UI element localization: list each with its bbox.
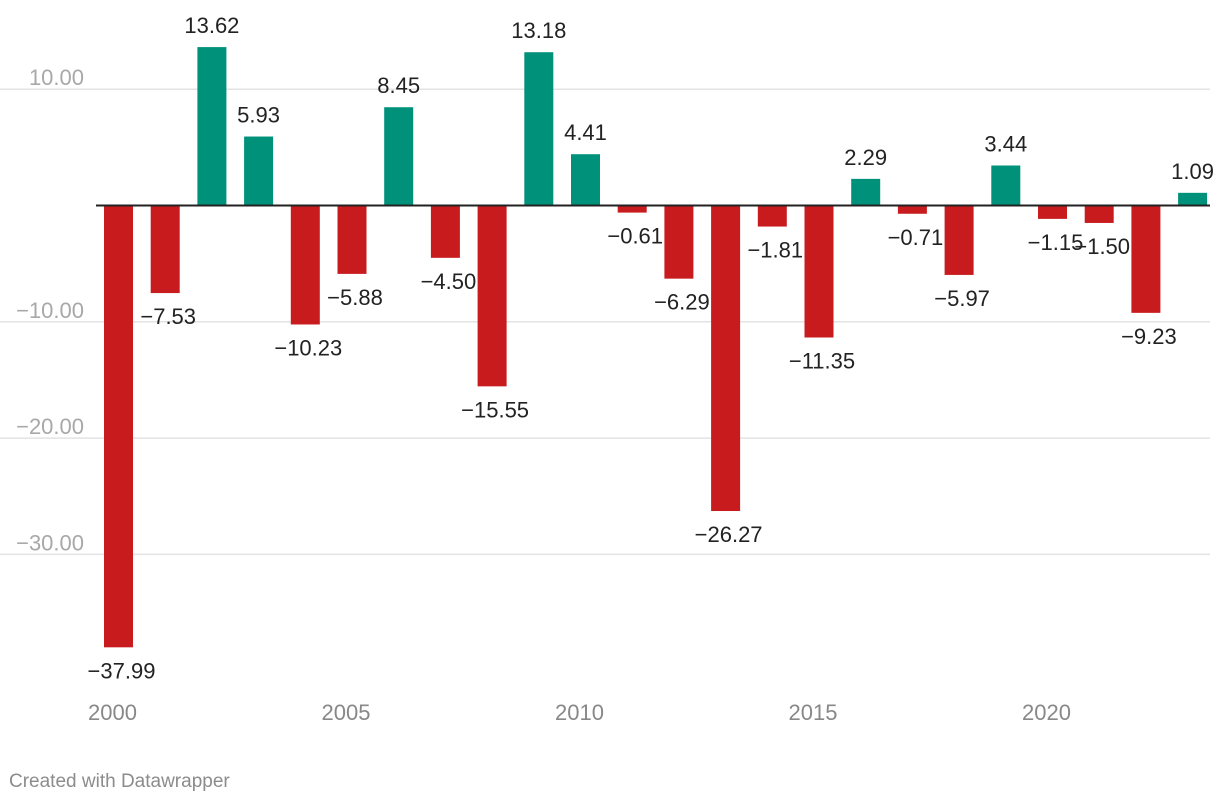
x-tick-label: 2015 bbox=[789, 700, 838, 725]
gridlines bbox=[0, 88, 1210, 556]
data-label-2008: −15.55 bbox=[461, 397, 529, 422]
data-label-2017: −0.71 bbox=[888, 225, 944, 250]
data-label-2009: 13.18 bbox=[511, 18, 566, 43]
data-label-2014: −1.81 bbox=[747, 238, 803, 263]
bar-2009 bbox=[524, 52, 554, 206]
bar-2013 bbox=[711, 205, 741, 512]
y-tick-label: −30.00 bbox=[16, 530, 84, 555]
y-tick-label: −10.00 bbox=[16, 298, 84, 323]
bar-2003 bbox=[244, 136, 274, 206]
data-label-2005: −5.88 bbox=[327, 285, 383, 310]
data-label-2007: −4.50 bbox=[421, 269, 477, 294]
bar-2001 bbox=[150, 205, 180, 294]
y-tick-label: −20.00 bbox=[16, 414, 84, 439]
data-label-2016: 2.29 bbox=[844, 145, 887, 170]
data-label-2015: −11.35 bbox=[789, 349, 855, 374]
x-tick-label: 2020 bbox=[1022, 700, 1071, 725]
bar-2018 bbox=[944, 205, 974, 275]
data-label-2023: 1.09 bbox=[1171, 159, 1214, 184]
data-label-2002: 13.62 bbox=[184, 13, 239, 38]
data-label-2011: −0.61 bbox=[607, 224, 663, 249]
bar-2004 bbox=[290, 205, 320, 325]
data-label-2004: −10.23 bbox=[274, 335, 342, 360]
data-label-2000: −37.99 bbox=[88, 658, 156, 683]
bar-2000 bbox=[104, 205, 133, 648]
credit-text: Created with Datawrapper bbox=[9, 771, 230, 792]
data-label-2021: −1.50 bbox=[1074, 234, 1130, 259]
bar-2011 bbox=[617, 205, 647, 213]
data-label-2012: −6.29 bbox=[654, 290, 710, 315]
bar-2020 bbox=[1038, 205, 1067, 219]
data-label-2010: 4.41 bbox=[564, 120, 607, 145]
bar-2015 bbox=[804, 205, 834, 338]
data-label-2018: −5.97 bbox=[934, 286, 990, 311]
y-tick-label: 10.00 bbox=[29, 65, 84, 90]
data-label-2019: 3.44 bbox=[984, 131, 1027, 156]
data-label-2020: −1.15 bbox=[1028, 230, 1084, 255]
data-labels: −37.99 −7.53 13.62 5.93 −10.23 −5.88 8.45 −4.50… bbox=[88, 13, 1214, 683]
y-axis-ticks: 10.00 −10.00 −20.00 −30.00 bbox=[16, 65, 84, 555]
bar-2017 bbox=[897, 205, 927, 214]
bar-2008 bbox=[477, 205, 507, 387]
data-label-2022: −9.23 bbox=[1121, 324, 1177, 349]
bar-2005 bbox=[337, 205, 367, 274]
bar-2010 bbox=[571, 154, 600, 206]
data-label-2006: 8.45 bbox=[377, 73, 420, 98]
bar-2021 bbox=[1084, 205, 1114, 223]
x-axis-ticks: 2000 2005 2010 2015 2020 bbox=[88, 700, 1071, 725]
bar-2022 bbox=[1131, 205, 1161, 313]
x-tick-label: 2010 bbox=[555, 700, 604, 725]
bars bbox=[104, 47, 1208, 648]
bar-2016 bbox=[851, 178, 881, 206]
bar-2006 bbox=[384, 107, 414, 206]
bar-2002 bbox=[197, 47, 227, 206]
bar-2014 bbox=[757, 205, 787, 227]
bar-2019 bbox=[991, 165, 1021, 206]
x-tick-label: 2000 bbox=[88, 700, 137, 725]
data-label-2001: −7.53 bbox=[140, 304, 196, 329]
bar-2012 bbox=[664, 205, 694, 279]
data-label-2003: 5.93 bbox=[237, 103, 280, 128]
x-tick-label: 2005 bbox=[322, 700, 371, 725]
data-label-2013: −26.27 bbox=[695, 522, 763, 547]
bar-2007 bbox=[430, 205, 460, 258]
bar-2023 bbox=[1178, 192, 1208, 206]
